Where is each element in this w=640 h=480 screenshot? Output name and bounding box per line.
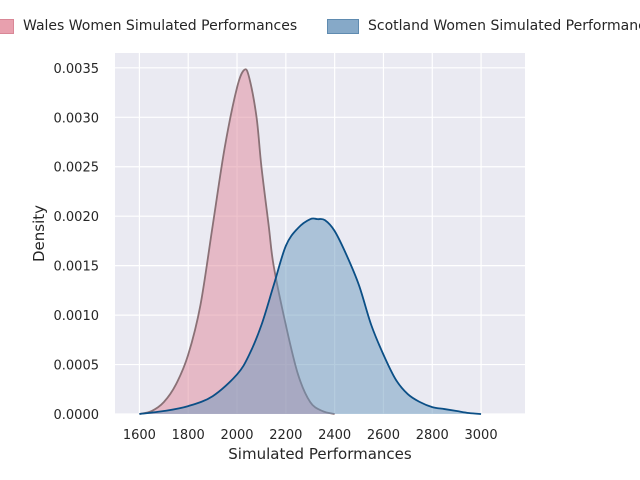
x-tick-label: 2200 [269, 428, 302, 443]
y-tick-label: 0.0005 [54, 359, 100, 374]
density-area-1 [139, 218, 482, 414]
legend-item-scotland: Scotland Women Simulated Performances [327, 18, 640, 34]
y-tick-label: 0.0020 [54, 210, 100, 225]
legend-item-wales: Wales Women Simulated Performances [0, 18, 297, 34]
legend-label-scotland: Scotland Women Simulated Performances [368, 18, 640, 34]
x-tick-label: 1600 [123, 428, 156, 443]
y-tick-label: 0.0015 [54, 260, 100, 275]
legend-swatch-scotland [327, 18, 359, 34]
y-tick-label: 0.0035 [54, 62, 100, 77]
x-tick-label: 3000 [465, 428, 498, 443]
x-tick-label: 2400 [318, 428, 351, 443]
y-tick-label: 0.0010 [54, 309, 100, 324]
x-axis-label: Simulated Performances [228, 445, 412, 463]
y-tick-label: 0.0025 [54, 161, 100, 176]
legend-label-wales: Wales Women Simulated Performances [23, 18, 298, 34]
x-tick-label: 1800 [172, 428, 205, 443]
x-tick-label: 2600 [367, 428, 400, 443]
x-tick-label: 2800 [416, 428, 449, 443]
y-tick-label: 0.0030 [54, 111, 100, 126]
x-tick-label: 2000 [220, 428, 253, 443]
legend: Wales Women Simulated Performances Scotl… [0, 18, 640, 44]
y-axis-label: Density [30, 205, 48, 262]
legend-swatch-wales [0, 18, 14, 34]
y-tick-label: 0.0000 [54, 408, 100, 423]
density-line-1 [139, 217, 482, 415]
